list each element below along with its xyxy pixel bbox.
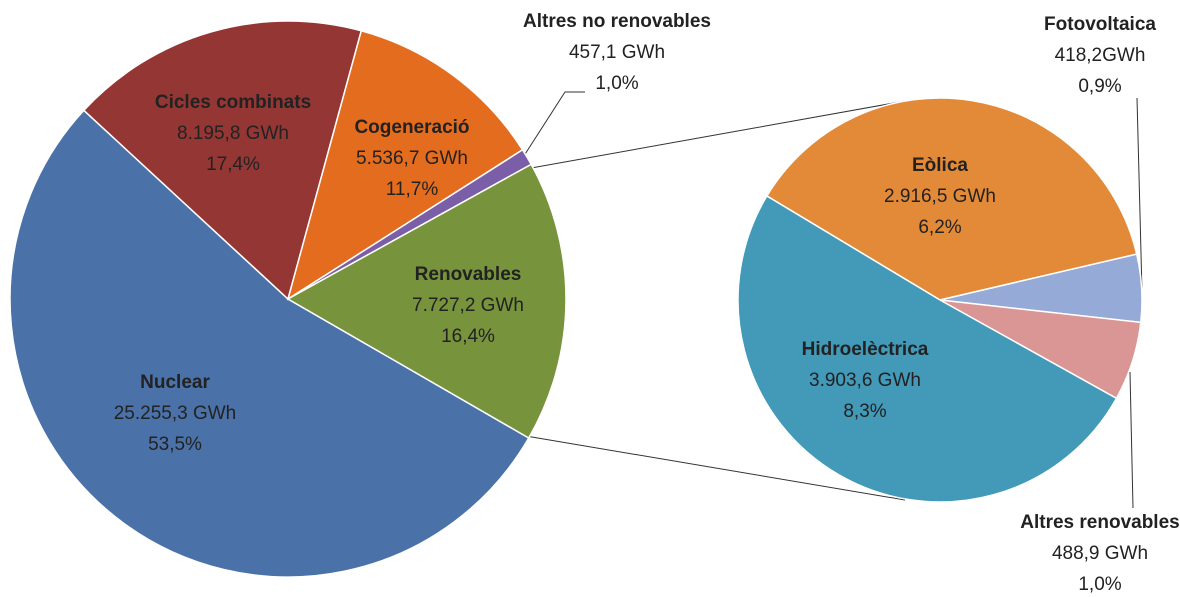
pie-slice	[9, 109, 530, 578]
slice-name: Cicles combinats	[155, 92, 311, 113]
percent-label: 6,2%	[918, 217, 961, 238]
value-label: 3.903,6 GWh	[809, 370, 921, 391]
percent-label: 1,0%	[1078, 574, 1121, 595]
value-label: 418,2GWh	[1055, 45, 1146, 66]
pie-slice	[286, 29, 524, 301]
connector-line	[519, 434, 906, 501]
value-label: 488,9 GWh	[1052, 543, 1148, 564]
percent-label: 11,7%	[386, 179, 439, 200]
value-label: 25.255,3 GWh	[114, 403, 237, 424]
slice-name: Cogeneració	[354, 117, 469, 138]
value-label: 5.536,7 GWh	[356, 148, 468, 169]
value-label: 457,1 GWh	[569, 42, 665, 63]
slice-name: Fotovoltaica	[1044, 14, 1156, 35]
slice-name: Renovables	[415, 264, 522, 285]
pie-slice	[765, 97, 1138, 301]
percent-label: 53,5%	[148, 434, 202, 455]
leader-line	[519, 91, 585, 163]
value-label: 8.195,8 GWh	[177, 123, 289, 144]
pie-slice	[82, 20, 363, 301]
slice-name: Eòlica	[912, 155, 968, 176]
connector-line	[519, 100, 906, 171]
leader-line	[1129, 371, 1134, 509]
slice-name: Altres no renovables	[523, 11, 711, 32]
slice-name: Hidroelèctrica	[802, 339, 929, 360]
percent-label: 8,3%	[843, 401, 886, 422]
percent-label: 17,4%	[206, 154, 260, 175]
slice-name: Nuclear	[140, 372, 210, 393]
percent-label: 16,4%	[441, 326, 495, 347]
value-label: 2.916,5 GWh	[884, 186, 996, 207]
percent-label: 0,9%	[1078, 76, 1121, 97]
leader-line	[1136, 97, 1143, 293]
value-label: 7.727,2 GWh	[412, 295, 524, 316]
slice-name: Altres renovables	[1020, 512, 1179, 533]
pie-slice	[286, 163, 567, 440]
percent-label: 1,0%	[595, 73, 638, 94]
pie-slice	[737, 194, 1118, 503]
